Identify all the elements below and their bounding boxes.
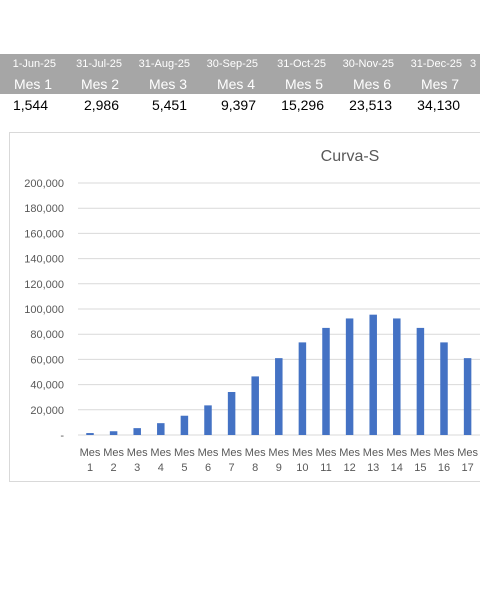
x-tick-label: 4 (158, 462, 164, 474)
dates-header-row: 1-Jun-25 31-Jul-25 31-Aug-25 30-Sep-25 3… (0, 54, 480, 74)
value-cell[interactable]: 2,986 (83, 97, 119, 113)
x-tick-label: 8 (252, 462, 258, 474)
value-cell[interactable]: 9,397 (220, 97, 256, 113)
x-tick-label: 2 (111, 462, 117, 474)
x-tick-label: Mes (363, 447, 384, 459)
x-tick-label: 14 (391, 462, 403, 474)
x-tick-label: Mes (410, 447, 431, 459)
value-cell[interactable]: 34,130 (417, 97, 460, 113)
x-tick-label: 16 (438, 462, 450, 474)
y-tick-label: - (60, 430, 64, 442)
values-row: 1,544 2,986 5,451 9,397 15,296 23,513 34… (0, 94, 480, 116)
bar[interactable] (416, 327, 425, 435)
bar[interactable] (463, 358, 472, 435)
date-cell[interactable]: 31-Aug-25 (138, 58, 190, 70)
month-cell[interactable]: Mes 5 (284, 76, 324, 92)
month-cell[interactable]: Mes 3 (148, 76, 188, 92)
x-tick-label: Mes (316, 447, 337, 459)
bar[interactable] (322, 327, 330, 435)
date-cell[interactable]: 3 (470, 58, 477, 70)
x-tick-label: 3 (134, 462, 140, 474)
date-cell[interactable]: 1-Jun-25 (12, 58, 56, 70)
bar[interactable] (227, 391, 236, 435)
s-curve-chart[interactable]: Curva-S - 20,000 40,000 60,000 80,000 100,000… (9, 132, 480, 482)
x-tick-label: Mes (127, 447, 148, 459)
x-tick-label: Mes (339, 447, 360, 459)
x-tick-label: 12 (343, 462, 355, 474)
x-tick-label: Mes (434, 447, 455, 459)
month-header-row: Mes 1 Mes 2 Mes 3 Mes 4 Mes 5 Mes 6 Mes … (0, 74, 480, 94)
x-tick-label: Mes (103, 447, 124, 459)
bar[interactable] (298, 342, 307, 435)
value-cell[interactable]: 5,451 (151, 97, 187, 113)
chart-canvas: Curva-S - 20,000 40,000 60,000 80,000 100,000… (24, 148, 480, 474)
value-cell[interactable]: 1,544 (12, 97, 48, 113)
bars (86, 314, 472, 435)
bar[interactable] (86, 433, 94, 435)
bar[interactable] (369, 314, 377, 435)
x-tick-label: 10 (296, 462, 308, 474)
bar[interactable] (180, 415, 189, 435)
x-tick-label: Mes (174, 447, 195, 459)
x-tick-label: 17 (461, 462, 473, 474)
y-axis-ticks: - 20,000 40,000 60,000 80,000 100,000 120,000 1… (24, 178, 64, 442)
chart-title: Curva-S (321, 148, 380, 165)
bar[interactable] (157, 423, 165, 435)
x-tick-label: Mes (198, 447, 219, 459)
date-cell[interactable]: 30-Nov-25 (342, 58, 394, 70)
value-cell[interactable]: 15,296 (281, 97, 324, 113)
date-cell[interactable]: 31-Dec-25 (410, 58, 462, 70)
bar[interactable] (275, 358, 283, 435)
x-tick-label: 15 (414, 462, 426, 474)
y-tick-label: 120,000 (24, 279, 64, 291)
bar[interactable] (440, 342, 448, 435)
date-cell[interactable]: 30-Sep-25 (206, 58, 258, 70)
x-tick-label: 11 (320, 462, 331, 474)
month-cell[interactable]: Mes 6 (352, 76, 392, 92)
x-tick-label: 6 (205, 462, 211, 474)
month-cell[interactable]: Mes 2 (80, 76, 120, 92)
bar[interactable] (204, 405, 212, 435)
y-tick-label: 100,000 (24, 304, 64, 316)
x-tick-label: 9 (276, 462, 282, 474)
x-tick-label: Mes (150, 447, 171, 459)
gridlines (78, 182, 480, 436)
y-tick-label: 180,000 (24, 203, 64, 215)
y-tick-label: 60,000 (30, 354, 64, 366)
bar[interactable] (393, 318, 401, 435)
value-cell[interactable]: 23,513 (349, 97, 392, 113)
bar[interactable] (251, 376, 259, 435)
bar[interactable] (133, 428, 141, 435)
x-tick-label: Mes (386, 447, 407, 459)
month-cell[interactable]: Mes 7 (420, 76, 460, 92)
bar[interactable] (345, 318, 354, 435)
x-tick-label: 5 (181, 462, 187, 474)
x-tick-label: 13 (367, 462, 379, 474)
x-tick-label: Mes (292, 447, 313, 459)
y-tick-label: 160,000 (24, 228, 64, 240)
x-tick-label: Mes (268, 447, 289, 459)
x-axis-ticks: Mes 1 Mes 2 Mes 3 Mes 4 Mes 5 Mes 6 Mes 7 Mes 8 Mes 9 Mes 1… (80, 447, 479, 474)
bar[interactable] (109, 431, 118, 435)
y-tick-label: 20,000 (30, 405, 64, 417)
x-tick-label: Mes (221, 447, 242, 459)
y-tick-label: 40,000 (30, 380, 64, 392)
date-cell[interactable]: 31-Jul-25 (76, 58, 122, 70)
x-tick-label: 1 (87, 462, 93, 474)
x-tick-label: Mes (457, 447, 478, 459)
y-tick-label: 140,000 (24, 254, 64, 266)
month-cell[interactable]: Mes 1 (13, 76, 53, 92)
y-tick-label: 80,000 (30, 329, 64, 341)
y-tick-label: 200,000 (24, 178, 64, 190)
x-tick-label: Mes (80, 447, 101, 459)
date-cell[interactable]: 31-Oct-25 (277, 58, 326, 70)
x-tick-label: Mes (245, 447, 266, 459)
month-cell[interactable]: Mes 4 (216, 76, 256, 92)
x-tick-label: 7 (229, 462, 235, 474)
